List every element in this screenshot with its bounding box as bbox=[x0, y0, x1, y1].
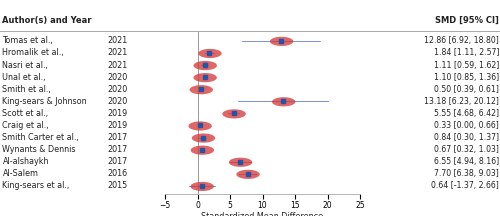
Text: 1.11 [0.59, 1.62]: 1.11 [0.59, 1.62] bbox=[434, 60, 499, 70]
Text: 2021: 2021 bbox=[108, 48, 128, 57]
Text: 2020: 2020 bbox=[108, 73, 128, 82]
Text: Al-alshaykh: Al-alshaykh bbox=[2, 157, 49, 166]
Text: 1.10 [0.85, 1.36]: 1.10 [0.85, 1.36] bbox=[434, 73, 499, 82]
Text: 13.18 [6.23, 20.12]: 13.18 [6.23, 20.12] bbox=[424, 97, 499, 106]
Text: 2019: 2019 bbox=[108, 109, 128, 118]
Text: 5.55 [4.68, 6.42]: 5.55 [4.68, 6.42] bbox=[434, 109, 499, 118]
Text: 2017: 2017 bbox=[108, 145, 128, 154]
Text: 6.55 [4.94, 8.16]: 6.55 [4.94, 8.16] bbox=[434, 157, 499, 166]
Text: 2016: 2016 bbox=[108, 169, 128, 178]
X-axis label: Standardized Mean Difference: Standardized Mean Difference bbox=[202, 212, 324, 216]
Text: 2017: 2017 bbox=[108, 157, 128, 166]
Text: Scott et al.,: Scott et al., bbox=[2, 109, 48, 118]
Text: 2021: 2021 bbox=[108, 36, 128, 45]
Text: 0.84 [0.30, 1.37]: 0.84 [0.30, 1.37] bbox=[434, 133, 499, 142]
Text: 0.50 [0.39, 0.61]: 0.50 [0.39, 0.61] bbox=[434, 85, 499, 94]
Text: Unal et al.,: Unal et al., bbox=[2, 73, 46, 82]
Text: Smith Carter et al.,: Smith Carter et al., bbox=[2, 133, 79, 142]
Text: Nasri et al.,: Nasri et al., bbox=[2, 60, 48, 70]
Text: 2021: 2021 bbox=[108, 60, 128, 70]
Text: Hromalik et al.,: Hromalik et al., bbox=[2, 48, 64, 57]
Text: 1.84 [1.11, 2.57]: 1.84 [1.11, 2.57] bbox=[434, 48, 499, 57]
Text: Wynants & Dennis: Wynants & Dennis bbox=[2, 145, 76, 154]
Text: Craig et al.,: Craig et al., bbox=[2, 121, 49, 130]
Text: King-sears et al.,: King-sears et al., bbox=[2, 181, 70, 191]
Text: 2015: 2015 bbox=[108, 181, 128, 191]
Text: 2017: 2017 bbox=[108, 133, 128, 142]
Text: Smith et al.,: Smith et al., bbox=[2, 85, 51, 94]
Text: 2019: 2019 bbox=[108, 121, 128, 130]
Text: Author(s) and Year: Author(s) and Year bbox=[2, 16, 92, 25]
Text: 2020: 2020 bbox=[108, 85, 128, 94]
Text: Al-Salem: Al-Salem bbox=[2, 169, 38, 178]
Text: 0.33 [0.00, 0.66]: 0.33 [0.00, 0.66] bbox=[434, 121, 499, 130]
Text: 12.86 [6.92, 18.80]: 12.86 [6.92, 18.80] bbox=[424, 36, 499, 45]
Text: 2020: 2020 bbox=[108, 97, 128, 106]
Text: King-sears & Johnson: King-sears & Johnson bbox=[2, 97, 87, 106]
Text: SMD [95% CI]: SMD [95% CI] bbox=[435, 16, 499, 25]
Text: 0.64 [-1.37, 2.66]: 0.64 [-1.37, 2.66] bbox=[431, 181, 499, 191]
Text: 0.67 [0.32, 1.03]: 0.67 [0.32, 1.03] bbox=[434, 145, 499, 154]
Text: 7.70 [6.38, 9.03]: 7.70 [6.38, 9.03] bbox=[434, 169, 499, 178]
Text: Tomas et al.,: Tomas et al., bbox=[2, 36, 53, 45]
